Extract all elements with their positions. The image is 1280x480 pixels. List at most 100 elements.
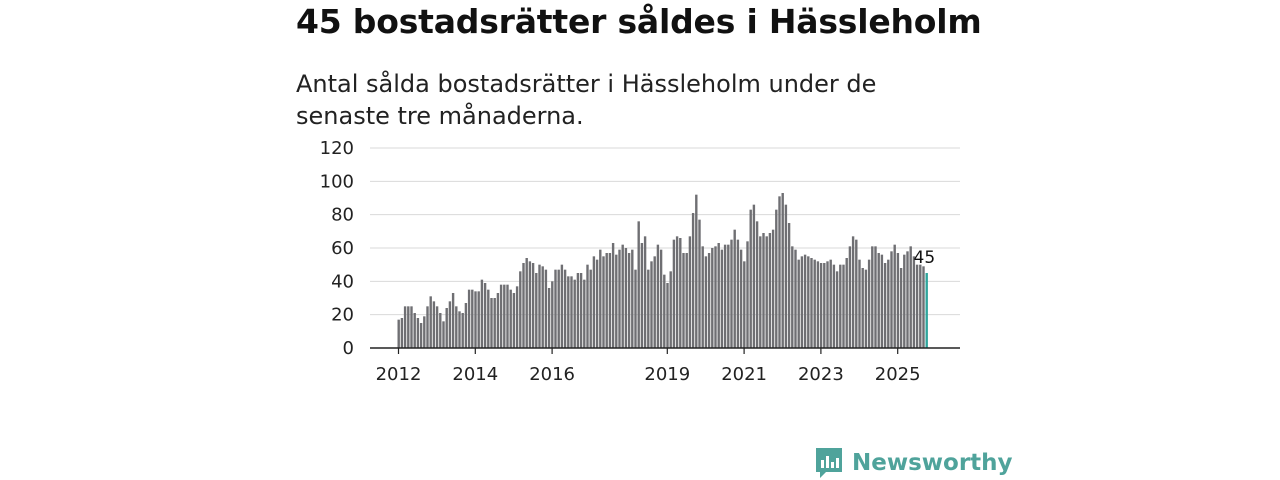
bar <box>784 204 788 348</box>
bar <box>688 236 692 348</box>
bar <box>903 254 906 348</box>
bar <box>602 256 605 348</box>
bar <box>839 264 842 348</box>
bar <box>701 246 704 348</box>
x-tick-label: 2023 <box>798 364 844 385</box>
bar <box>615 254 618 348</box>
bar <box>768 233 772 348</box>
bar <box>739 249 743 348</box>
bar <box>704 256 708 348</box>
bar <box>525 258 528 348</box>
bar <box>407 306 410 348</box>
bar <box>791 246 794 348</box>
bar <box>503 284 506 348</box>
bar <box>647 269 650 348</box>
bar <box>887 259 890 348</box>
bar <box>493 298 496 348</box>
bar <box>842 264 845 348</box>
newsworthy-logo: Newsworthy <box>814 446 1013 480</box>
bar <box>749 209 752 348</box>
bar <box>890 251 893 348</box>
bar <box>461 313 464 348</box>
y-tick-label: 0 <box>343 338 354 359</box>
bar <box>599 249 602 348</box>
bar <box>445 308 448 348</box>
bar <box>736 239 740 348</box>
bar <box>535 273 538 348</box>
x-tick-label: 2021 <box>721 364 767 385</box>
bar <box>631 249 634 348</box>
bar <box>435 306 439 348</box>
bar <box>775 209 778 348</box>
bar <box>717 243 720 348</box>
bar <box>448 301 452 348</box>
bar <box>861 268 864 348</box>
bar <box>778 196 781 348</box>
bar <box>474 291 477 348</box>
bar <box>480 279 484 348</box>
bar <box>883 263 887 348</box>
bar <box>781 193 784 348</box>
bar <box>906 251 909 348</box>
bar <box>723 244 727 348</box>
bar <box>755 221 759 348</box>
bar <box>490 298 493 348</box>
bar <box>663 274 666 348</box>
bar <box>695 194 698 348</box>
bar <box>823 263 826 348</box>
bar <box>467 289 471 348</box>
bar <box>650 261 653 348</box>
bar <box>659 249 663 348</box>
x-tick-label: 2019 <box>644 364 690 385</box>
y-tick-label: 20 <box>331 305 354 326</box>
bar <box>579 273 583 348</box>
bar <box>576 273 580 348</box>
bar <box>675 236 679 348</box>
bar <box>499 284 503 348</box>
bar <box>653 256 656 348</box>
bar <box>416 318 420 348</box>
bar <box>627 253 631 348</box>
bar <box>541 266 544 348</box>
bar <box>496 293 500 348</box>
bar <box>896 253 900 348</box>
bar <box>685 253 688 348</box>
bar <box>714 246 717 348</box>
bar <box>893 244 896 348</box>
bar <box>829 259 832 348</box>
bar <box>813 259 816 348</box>
newsworthy-logo-icon <box>816 448 842 478</box>
bar <box>439 313 442 348</box>
bar <box>727 244 730 348</box>
bar <box>698 219 701 348</box>
bar <box>557 269 560 348</box>
bar <box>429 296 432 348</box>
bar <box>608 253 612 348</box>
bar <box>752 204 756 348</box>
bar <box>711 248 714 348</box>
bar <box>848 246 852 348</box>
bar <box>560 264 564 348</box>
bar <box>583 279 586 348</box>
highlight-value-label: 45 <box>914 248 936 268</box>
bar <box>669 271 672 348</box>
bar <box>506 284 509 348</box>
bar <box>573 279 576 348</box>
bar <box>871 246 874 348</box>
bar <box>909 246 912 348</box>
bar <box>746 241 749 348</box>
bar <box>787 223 791 348</box>
x-tick-label: 2012 <box>376 364 422 385</box>
bar <box>512 293 516 348</box>
bar <box>586 264 589 348</box>
bar <box>672 239 676 348</box>
y-tick-label: 40 <box>331 271 354 292</box>
bar <box>477 291 480 348</box>
bar <box>471 289 474 348</box>
bar <box>765 236 768 348</box>
chart-subtitle: Antal sålda bostadsrätter i Hässleholm u… <box>296 70 877 130</box>
bar <box>851 236 855 348</box>
bar <box>707 253 711 348</box>
bar <box>858 259 861 348</box>
